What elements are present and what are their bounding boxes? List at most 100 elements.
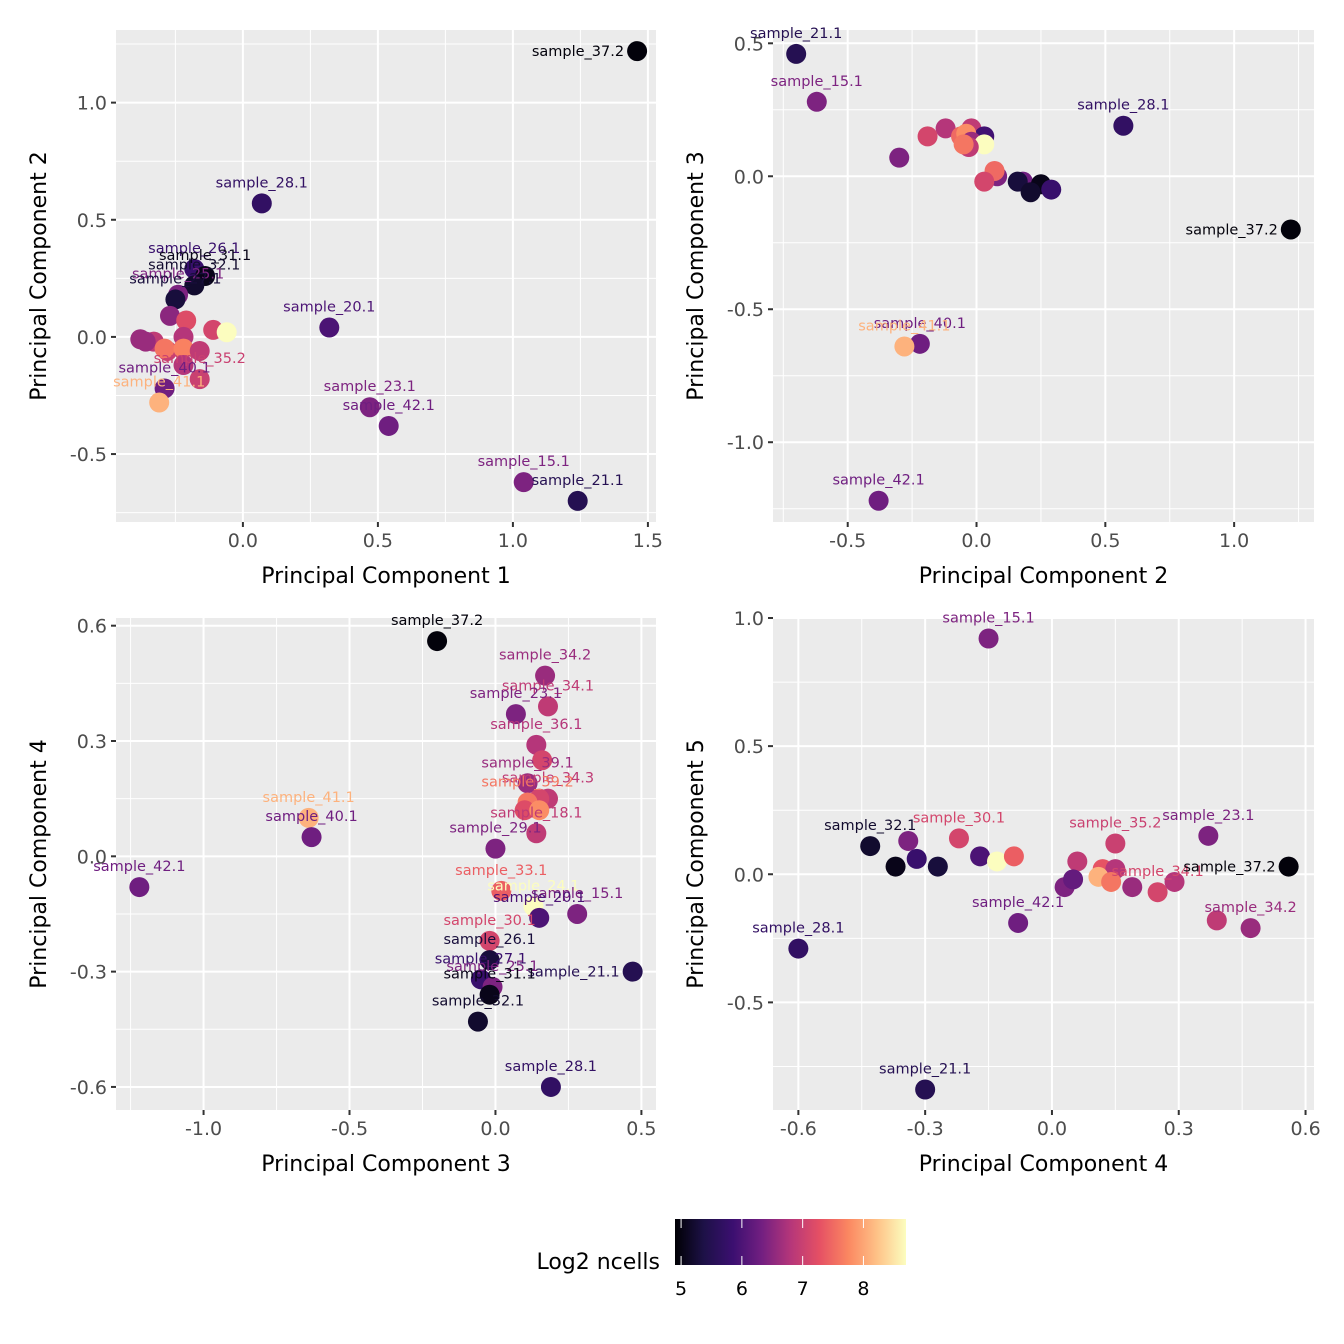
data-point	[251, 193, 272, 214]
point-label: sample_35.2	[154, 351, 246, 367]
data-point	[467, 1011, 488, 1032]
point-label: sample_32.1	[432, 994, 524, 1010]
point-label: sample_34.3	[502, 771, 594, 787]
points	[129, 631, 643, 1097]
point-label: sample_24.1	[487, 878, 579, 894]
point-label: sample_42.1	[972, 895, 1064, 911]
data-point	[526, 823, 547, 844]
point-label: sample_32.1	[824, 818, 916, 834]
y-tick-label: 0.0	[77, 327, 107, 349]
data-point	[868, 490, 889, 511]
data-point	[1105, 833, 1126, 854]
data-point	[567, 490, 588, 511]
point-label: sample_39.1	[481, 755, 573, 771]
point-label: sample_21.1	[750, 26, 842, 42]
data-point	[359, 397, 380, 418]
colorbar-tick-label: 5	[675, 1278, 687, 1300]
y-tick-label: 1.0	[734, 608, 764, 630]
data-point	[1278, 856, 1299, 877]
legend-title: Log2 ncells	[536, 1250, 660, 1275]
data-point	[189, 369, 210, 390]
point-label: sample_33.1	[455, 863, 547, 879]
data-point	[479, 984, 500, 1005]
point-label: sample_23.1	[470, 686, 562, 702]
data-point	[1063, 869, 1084, 890]
data-point	[513, 472, 534, 493]
point-label: sample_18.1	[490, 805, 582, 821]
data-point	[806, 91, 827, 112]
x-tick-label: 0.0	[228, 530, 258, 552]
y-axis-title: Principal Component 4	[27, 739, 52, 988]
data-point	[935, 118, 956, 139]
panel-background	[773, 30, 1314, 522]
x-tick-label: 1.5	[633, 530, 663, 552]
x-tick-label: 0.0	[1037, 1118, 1067, 1140]
panel-4: -0.6 -0.3 0.0 0.3 0.6 -0.5 0.0 0.5 1.0 Principal …	[684, 608, 1321, 1177]
data-point	[1206, 910, 1227, 931]
point-label: sample_31.1	[159, 248, 251, 264]
data-point	[1240, 918, 1261, 939]
data-point	[917, 126, 938, 147]
point-label: sample_21.1	[527, 965, 619, 981]
data-point	[189, 340, 210, 361]
point-label: sample_21.1	[879, 1062, 971, 1078]
data-point	[154, 338, 175, 359]
point-label: sample_42.1	[93, 859, 185, 875]
point-label: sample_26.1	[148, 241, 240, 257]
point-label: sample_15.1	[478, 454, 570, 470]
data-point	[889, 147, 910, 168]
data-point	[860, 836, 881, 857]
data-point	[173, 338, 194, 359]
point-labels: sample_37.2sample_34.2sample_34.1sample_…	[93, 613, 623, 1075]
data-point	[517, 773, 538, 794]
y-tick-label: -0.6	[70, 1077, 107, 1099]
y-tick-label: 0.0	[77, 846, 107, 868]
point-label: sample_41.1	[263, 790, 355, 806]
point-label: sample_20.1	[493, 890, 585, 906]
point-label: sample_26.1	[443, 932, 535, 948]
colorbar	[675, 1219, 906, 1265]
data-point	[529, 800, 550, 821]
data-point	[301, 827, 322, 848]
point-label: sample_37.2	[1186, 222, 1278, 238]
point-label: sample_28.1	[752, 921, 844, 937]
data-point	[298, 807, 319, 828]
y-tick-label: 1.0	[77, 93, 107, 115]
x-tick-label: -0.5	[829, 530, 866, 552]
colorbar-ticks: 5 6 7 8	[675, 1219, 869, 1300]
data-point	[786, 43, 807, 64]
x-tick-label: -0.6	[780, 1118, 817, 1140]
point-label: sample_30.1	[443, 913, 535, 929]
data-point	[894, 336, 915, 357]
data-point	[898, 830, 919, 851]
data-point	[540, 1076, 561, 1097]
y-axis-title: Principal Component 3	[684, 151, 709, 400]
point-label: sample_42.1	[343, 398, 435, 414]
data-point	[1003, 846, 1024, 867]
data-point	[427, 631, 448, 652]
y-tick-label: -0.5	[727, 299, 764, 321]
data-point	[526, 734, 547, 755]
point-label: sample_28.1	[1077, 98, 1169, 114]
x-axis-title: Principal Component 1	[261, 564, 510, 589]
point-label: sample_20.1	[283, 300, 375, 316]
data-point	[491, 880, 512, 901]
data-point	[538, 696, 558, 717]
data-point	[529, 907, 550, 928]
data-point	[535, 665, 556, 686]
data-point	[1067, 851, 1088, 872]
y-axis-title: Principal Component 2	[27, 151, 52, 400]
data-point	[216, 322, 237, 343]
data-point	[378, 415, 399, 436]
y-tick-label: -1.0	[727, 432, 764, 454]
x-tick-label: 0.0	[961, 530, 991, 552]
point-labels: sample_21.1 sample_15.1 sample_28.1 sample_…	[750, 26, 1278, 489]
x-tick-label: 0.0	[480, 1118, 510, 1140]
data-point	[176, 310, 197, 331]
point-label: sample_21.1	[532, 473, 624, 489]
point-label: sample_23.1	[324, 379, 416, 395]
y-tick-label: 0.6	[77, 616, 107, 638]
point-label: sample_29.1	[449, 821, 541, 837]
x-axis-title: Principal Component 4	[919, 1152, 1168, 1177]
point-label: sample_25.1	[132, 267, 224, 283]
